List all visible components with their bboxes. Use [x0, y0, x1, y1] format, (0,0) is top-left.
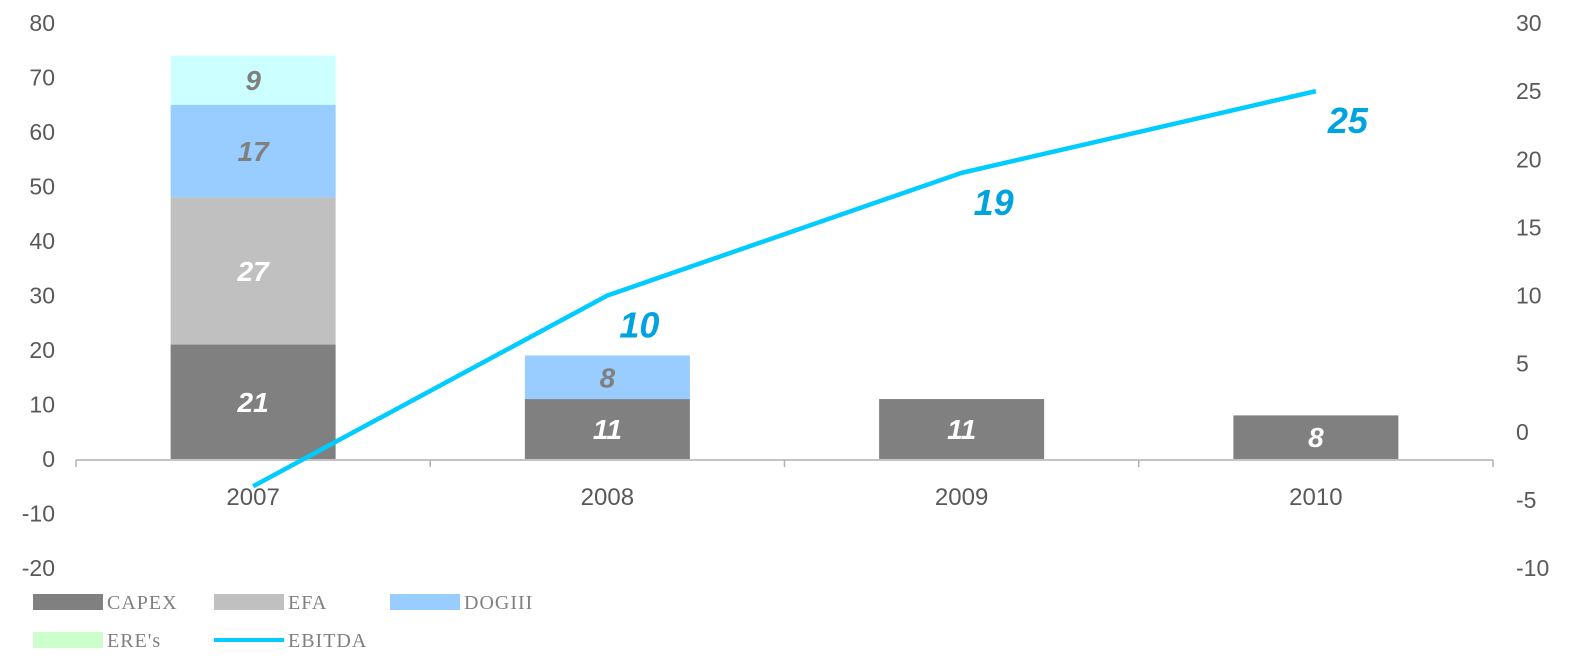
bar-segment-eres: [170, 55, 336, 105]
right-axis-tick-label: 0: [1516, 419, 1529, 445]
bar-data-label: 17: [238, 136, 271, 167]
ebitda-line: [252, 88, 1317, 489]
x-axis-category-label: 2007: [226, 484, 279, 511]
bar-segment-capex: [170, 344, 336, 459]
left-axis-tick-label: 80: [29, 10, 55, 36]
ebitda-data-label: 10: [619, 305, 659, 346]
bar-segment-capex: [879, 399, 1045, 459]
left-axis-tick-label: -10: [22, 501, 55, 527]
legend-swatch-eres: [33, 632, 103, 648]
legend-label-efa: EFA: [288, 592, 327, 614]
bar-segment-capex: [1233, 415, 1399, 459]
right-axis-tick-label: 15: [1516, 214, 1542, 240]
left-axis-tick-label: 60: [29, 119, 55, 145]
bar-data-label: 21: [237, 387, 269, 418]
right-axis-tick-label: 25: [1516, 78, 1542, 104]
bar-data-label: 8: [1308, 422, 1324, 453]
x-axis-category-label: 2009: [935, 484, 988, 511]
bar-data-label: 9: [245, 65, 261, 96]
left-axis-tick-label: 50: [29, 174, 55, 200]
left-axis-tick-label: 40: [29, 228, 55, 254]
left-axis-tick-label: 10: [29, 392, 55, 418]
left-axis-tick-label: 30: [29, 283, 55, 309]
left-axis-tick-label: 20: [29, 337, 55, 363]
bar-segment-efa: [170, 197, 336, 345]
ebitda-data-label: 25: [1327, 100, 1369, 141]
right-axis-tick-label: -10: [1516, 555, 1549, 581]
bar-data-label: 27: [237, 256, 271, 287]
ebitda-data-label: 19: [974, 182, 1014, 223]
x-axis-category-label: 2008: [581, 484, 634, 511]
legend-label-dogiii: DOGIII: [464, 592, 533, 614]
bar-data-label: 8: [600, 362, 616, 393]
legend-label-capex: CAPEX: [107, 592, 178, 614]
left-axis-tick-label: 70: [29, 65, 55, 91]
left-axis-tick-label: -20: [22, 555, 55, 581]
left-axis-tick-label: 0: [42, 446, 55, 472]
legend-label-eres: ERE's: [107, 630, 161, 652]
legend-swatch-capex: [33, 594, 103, 610]
bar-data-label: 11: [593, 414, 622, 445]
bar-segment-dogiii: [170, 104, 336, 198]
right-axis-tick-label: 5: [1516, 351, 1529, 377]
legend-label-ebitda: EBITDA: [288, 630, 367, 652]
x-axis-category-label: 2010: [1289, 484, 1342, 511]
bar-segment-capex: [524, 399, 690, 459]
right-axis-tick-label: 10: [1516, 283, 1542, 309]
right-axis-tick-label: -5: [1516, 487, 1536, 513]
bar-segment-dogiii: [524, 355, 690, 400]
legend-swatch-efa: [214, 594, 284, 610]
bar-data-label: 11: [947, 414, 976, 445]
legend-swatch-dogiii: [390, 594, 460, 610]
right-axis-tick-label: 20: [1516, 146, 1542, 172]
right-axis-tick-label: 30: [1516, 10, 1542, 36]
